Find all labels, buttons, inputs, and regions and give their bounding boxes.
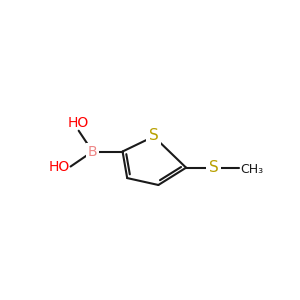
Text: S: S [209, 160, 219, 175]
Text: B: B [88, 145, 97, 158]
Text: S: S [149, 128, 159, 143]
Text: HO: HO [48, 160, 69, 173]
Text: HO: HO [68, 116, 89, 130]
Text: CH₃: CH₃ [240, 163, 263, 176]
